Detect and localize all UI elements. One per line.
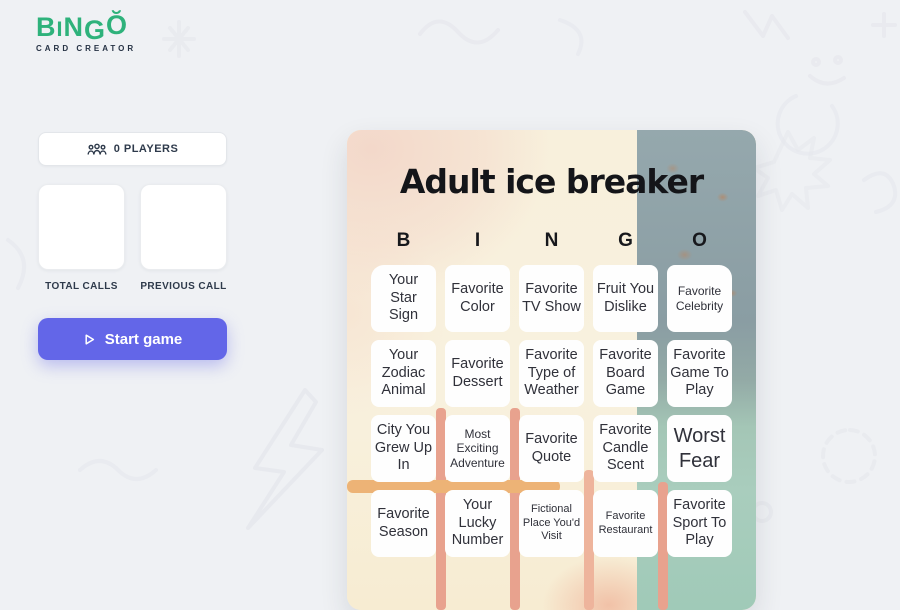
bingo-cell[interactable]: Favorite Board Game [593, 340, 658, 407]
bingo-column-letter: N [544, 230, 559, 251]
bingo-column-letter: B [396, 230, 411, 251]
players-count-pill: 0 PLAYERS [38, 132, 227, 166]
logo-wordmark: BINGŎ [36, 10, 136, 45]
previous-call-box [140, 184, 227, 270]
total-calls-box [38, 184, 125, 270]
bingo-cell[interactable]: Favorite Celebrity [667, 265, 732, 332]
bingo-cell[interactable]: Favorite TV Show [519, 265, 584, 332]
bingo-cell[interactable]: Favorite Type of Weather [519, 340, 584, 407]
logo-letter: N [63, 12, 84, 42]
bingo-cell[interactable]: Favorite Color [445, 265, 510, 332]
bingo-cell[interactable]: Fictional Place You'd Visit [519, 490, 584, 557]
previous-call-label: PREVIOUS CALL [140, 281, 227, 292]
card-title: Adult ice breaker [399, 162, 704, 201]
bingo-cell[interactable]: Fruit You Dislike [593, 265, 658, 332]
bingo-column-letter: O [692, 230, 707, 251]
bingo-cell[interactable]: Favorite Candle Scent [593, 415, 658, 482]
players-icon [87, 143, 107, 155]
play-icon [85, 333, 94, 345]
bingo-cell[interactable]: Most Exciting Adventure [445, 415, 510, 482]
card-coral-stroke [510, 408, 520, 610]
bingo-cell[interactable]: City You Grew Up In [371, 415, 436, 482]
logo-subtitle: CARD CREATOR [36, 44, 137, 53]
logo-letter: I [56, 16, 64, 41]
bingo-cell[interactable]: Favorite Sport To Play [667, 490, 732, 557]
bingo-column-letter: G [618, 230, 633, 251]
bingo-cell[interactable]: Favorite Restaurant [593, 490, 658, 557]
bingo-cell[interactable]: Favorite Dessert [445, 340, 510, 407]
players-count-label: 0 PLAYERS [113, 143, 179, 155]
bingo-column-letter: I [474, 230, 481, 251]
bingo-grid: Your Star Sign Favorite Color Favorite TV … [347, 265, 756, 557]
app-logo[interactable]: BINGŎ CARD CREATOR [36, 10, 137, 54]
start-game-button[interactable]: Start game [38, 318, 227, 360]
logo-letter: B [36, 12, 57, 42]
game-control-panel: 0 PLAYERS TOTAL CALLS PREVIOUS CALL Star… [38, 132, 227, 360]
bingo-cell[interactable]: Worst Fear [667, 415, 732, 482]
bingo-cell[interactable]: Favorite Game To Play [667, 340, 732, 407]
bingo-cell[interactable]: Favorite Season [371, 490, 436, 557]
bingo-cell[interactable]: Your Zodiac Animal [371, 340, 436, 407]
bingo-cell[interactable]: Your Lucky Number [445, 490, 510, 557]
logo-letter: G [84, 15, 107, 45]
logo-letter: Ŏ [106, 10, 129, 40]
bingo-cell[interactable]: Your Star Sign [371, 265, 436, 332]
bingo-cell[interactable]: Favorite Quote [519, 415, 584, 482]
start-game-label: Start game [104, 330, 183, 348]
card-coral-stroke [436, 408, 446, 610]
total-calls-label: TOTAL CALLS [45, 281, 118, 292]
card-orange-stroke [347, 480, 560, 493]
